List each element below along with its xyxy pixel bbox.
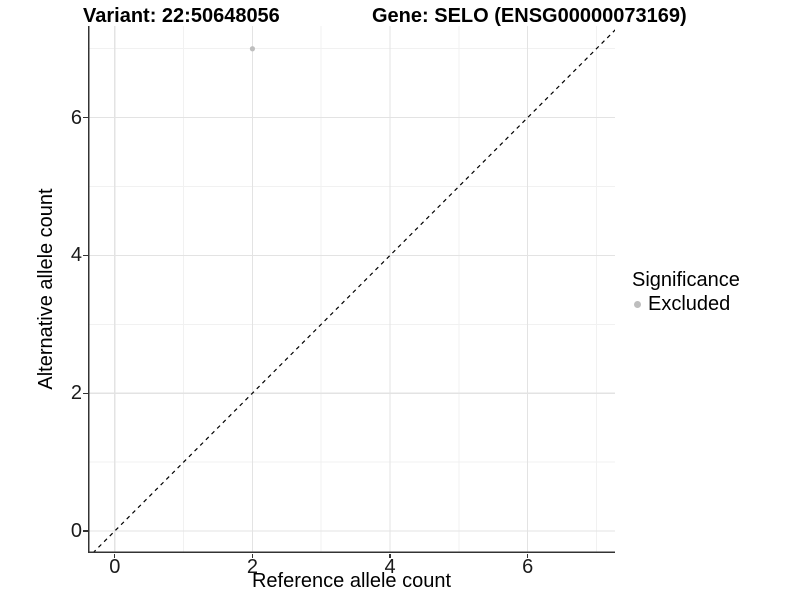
legend-entries: Excluded bbox=[632, 294, 740, 314]
identity-line bbox=[92, 29, 615, 553]
y-tick-label: 4 bbox=[70, 244, 82, 267]
y-tick-label: 2 bbox=[70, 382, 82, 405]
y-tick-mark bbox=[83, 254, 88, 256]
plot-title-variant: Variant: 22:50648056 bbox=[83, 5, 280, 27]
y-tick-mark bbox=[83, 392, 88, 394]
y-tick-mark bbox=[83, 530, 88, 532]
legend-entry: Excluded bbox=[632, 294, 740, 314]
plot-panel bbox=[88, 26, 615, 553]
y-axis-title: Alternative allele count bbox=[35, 188, 57, 390]
legend-title: Significance bbox=[632, 269, 740, 291]
x-tick-mark bbox=[114, 553, 116, 558]
x-tick-mark bbox=[389, 553, 391, 558]
x-tick-label: 6 bbox=[522, 555, 534, 578]
x-tick-mark bbox=[251, 553, 254, 558]
y-tick-label: 0 bbox=[70, 519, 82, 542]
legend: Significance Excluded bbox=[632, 268, 740, 314]
plot-title-gene: Gene: SELO (ENSG00000073169) bbox=[372, 5, 687, 27]
x-tick-mark bbox=[527, 553, 529, 558]
x-tick-label: 4 bbox=[384, 555, 396, 578]
y-tick-label: 6 bbox=[70, 106, 82, 129]
x-axis-title: Reference allele count bbox=[251, 570, 451, 592]
data-point bbox=[249, 46, 256, 52]
y-tick-mark bbox=[83, 117, 88, 119]
x-tick-label: 2 bbox=[246, 555, 258, 578]
x-tick-label: 0 bbox=[109, 555, 121, 578]
legend-key-dot-icon bbox=[634, 300, 641, 308]
legend-entry-label: Excluded bbox=[648, 293, 731, 315]
plot-canvas bbox=[88, 26, 615, 553]
